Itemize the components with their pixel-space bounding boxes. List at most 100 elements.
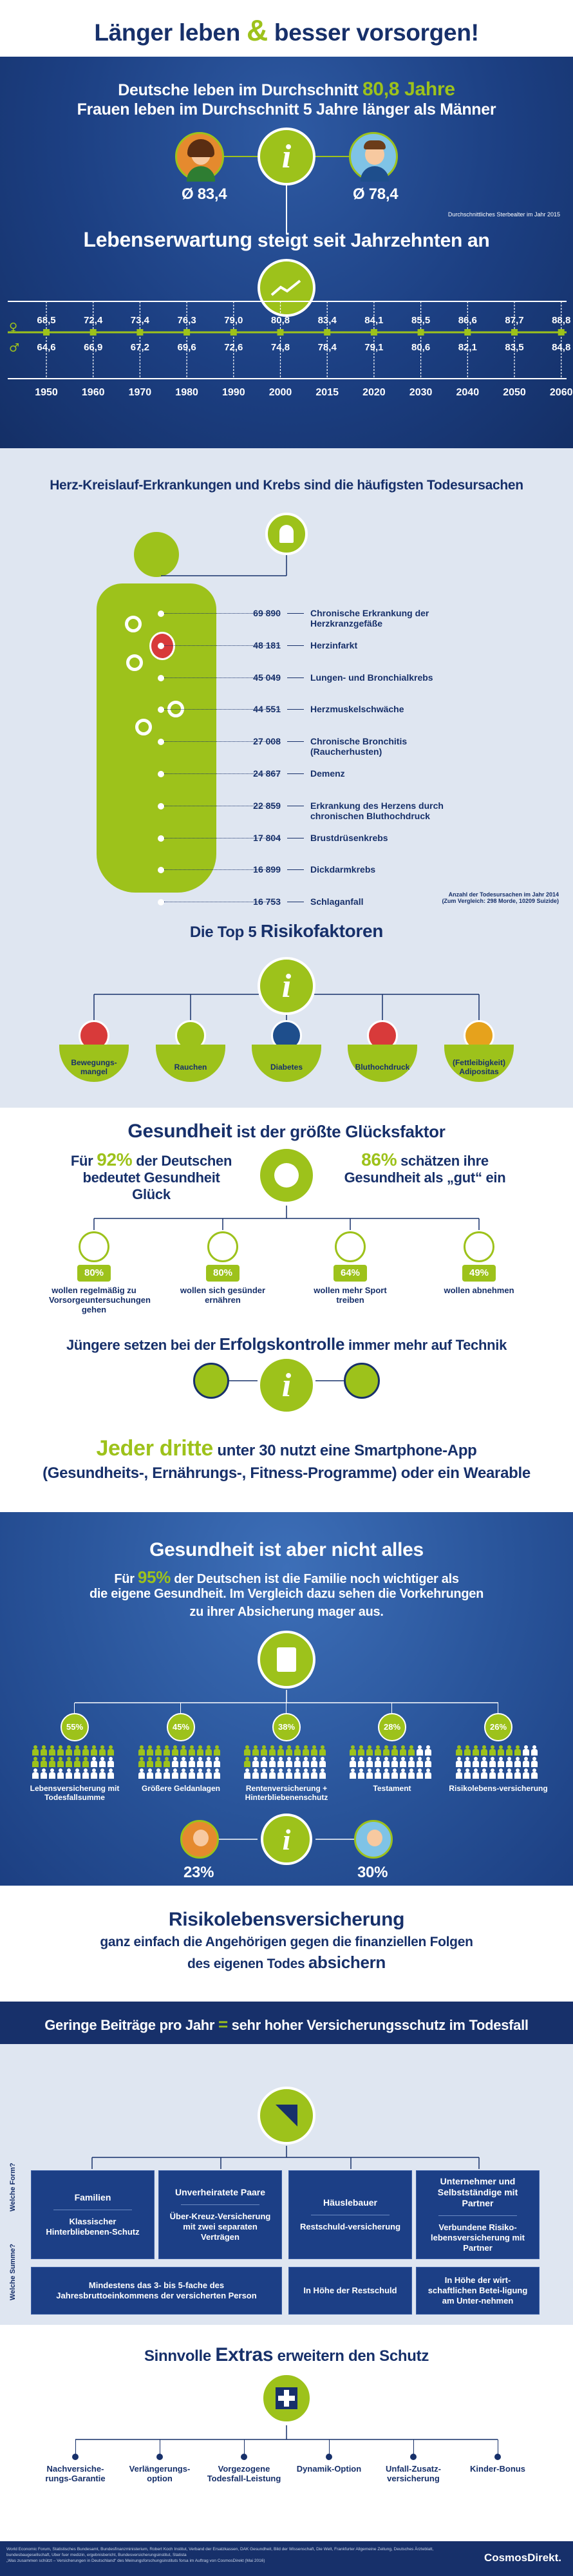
health-connector [93,1206,480,1230]
footer-sources: World Economic Forum, Statistisches Bund… [6,2547,434,2563]
person-icon [214,1757,220,1767]
person-icon [138,1757,145,1767]
person-icon [138,1745,145,1756]
tech-title: Jüngere setzen bei der Erfolgskontrolle … [66,1334,507,1354]
death-leader [164,613,280,614]
person-icon [366,1768,373,1779]
death-label: Chronische Erkrankung der Herzkranzgefäß… [310,608,429,629]
death-leader [164,645,280,646]
risk-title: Die Top 5 Risikofaktoren [189,921,384,941]
person-icon [49,1745,55,1756]
person-icon [147,1768,153,1779]
health-label: wollen sich gesünder ernähren [180,1285,266,1305]
death-row: 17 804 Brustdrüsenkrebs [0,829,573,855]
extras-item: Unfall-Zusatz-versicherung [386,2464,441,2483]
person-icon [473,1745,479,1756]
organ-dot-2 [126,654,143,671]
family-stub [391,1703,392,1714]
person-icon [319,1757,326,1767]
body-silhouette [97,532,216,893]
person-icon [138,1768,145,1779]
risk-item: Rauchen [156,1020,225,1084]
person-icon [74,1757,80,1767]
person-icon [294,1768,301,1779]
organ-dot-4 [135,719,152,735]
family-item: 26% Risikolebens-versicherung [448,1703,549,1812]
group-head: Unverheiratete Paare [174,2187,266,2197]
person-icon [49,1757,55,1767]
person-icon [164,1757,170,1767]
person-icon [269,1745,276,1756]
person-icon [391,1757,398,1767]
group-sum: In Höhe der Restschuld [288,2267,412,2315]
year-label: 2050 [503,387,526,398]
person-icon [319,1745,326,1756]
family-item: 28% Testament [342,1703,442,1812]
group-head: Familien [74,2192,111,2202]
person-icon [473,1757,479,1767]
person-icon [531,1757,538,1767]
person-icon [172,1757,178,1767]
family-info-icon: i [261,1814,312,1865]
extras-dot [72,2454,79,2460]
family-title: Gesundheit ist aber nicht alles [149,1539,424,1560]
person-icon [189,1768,195,1779]
person-icon [172,1768,178,1779]
groups-section: Welche Form? Welche Summe? Familien Klass… [0,2044,573,2325]
death-row: 24 867 Demenz [0,764,573,790]
extras-dot [241,2454,247,2460]
person-icon [425,1768,431,1779]
female-value: 73,4 [131,315,150,326]
risk-label: Bluthochdruck [348,1045,417,1082]
male-value: 66,9 [84,342,102,353]
person-icon [57,1768,64,1779]
male-value: 78,4 [318,342,337,353]
person-icon [531,1745,538,1756]
brand-logo[interactable]: CosmosDirekt. [484,2552,561,2564]
person-icon [498,1768,504,1779]
person-icon [383,1757,390,1767]
person-icon [350,1745,356,1756]
person-icon [205,1768,212,1779]
death-arrow [287,677,304,678]
male-avatar [349,132,398,182]
trend-point [43,329,50,336]
info-icon: i [258,128,315,185]
male-value: 64,6 [37,342,55,353]
death-arrow [287,869,304,871]
organ-dot-1 [125,616,142,632]
tech-info-icon: i [258,1356,315,1414]
person-icon [99,1757,106,1767]
male-value: 82,1 [458,342,477,353]
death-label: Schlaganfall [310,896,364,907]
person-icon [91,1757,97,1767]
tech-statement-section: Jeder dritte unter 30 nutzt eine Smartph… [0,1436,573,1512]
death-dot [158,674,164,681]
person-icon [155,1768,162,1779]
tech-line2: (Gesundheits-, Ernährungs-, Fitness-Prog… [42,1464,531,1482]
family-male-face-icon [367,1830,382,1846]
person-icon [244,1757,250,1767]
death-dot [158,611,164,617]
death-arrow [287,645,304,646]
death-dot [158,899,164,906]
person-icon [91,1768,97,1779]
health-item: 64% wollen mehr Sport treiben [299,1231,402,1328]
person-icon [108,1768,114,1779]
death-label: Herzinfarkt [310,639,358,650]
person-icon [155,1745,162,1756]
person-icon [286,1745,292,1756]
person-icon [277,1768,284,1779]
extras-section: Sinnvolle Extras erweitern den Schutz Na… [0,2325,573,2541]
family-item: 45% Größere Geldanlagen [131,1703,231,1812]
people-grid [32,1745,117,1780]
person-icon [205,1745,212,1756]
risk-info-icon: i [258,957,315,1015]
death-arrow [287,709,304,710]
extras-item: Nachversiche-rungs-Garantie [45,2464,106,2483]
risk-item: Bewegungs-mangel [59,1020,129,1084]
death-row: 48 181 Herzinfarkt [0,636,573,662]
person-icon [408,1745,415,1756]
family-female-avatar [180,1820,219,1859]
death-dot [158,867,164,874]
